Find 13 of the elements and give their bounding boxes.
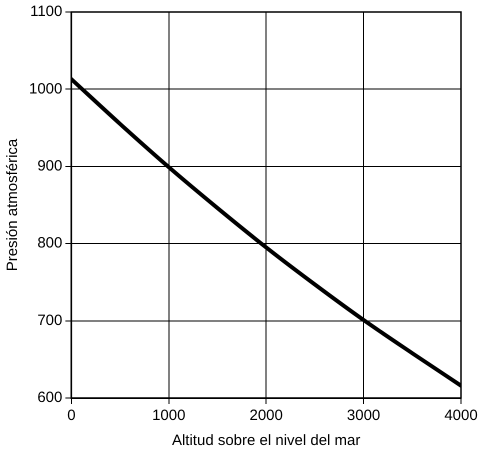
x-tick-label: 1000 [152,407,186,424]
y-tick-label: 700 [37,312,62,329]
y-tick-label: 600 [37,389,62,406]
y-axis-title: Presión atmosférica [4,138,22,272]
y-tick-label: 800 [37,234,62,252]
y-tick-label: 1000 [28,80,62,98]
x-tick-label: 2000 [249,407,283,424]
x-axis-title: Altitud sobre el nivel del mar [172,432,360,450]
x-tick-label: 3000 [346,407,380,424]
y-tick-label: 1100 [30,3,62,20]
x-tick-label: 4000 [444,407,478,424]
x-tick-label: 0 [67,407,76,424]
y-tick-label: 900 [37,158,62,175]
